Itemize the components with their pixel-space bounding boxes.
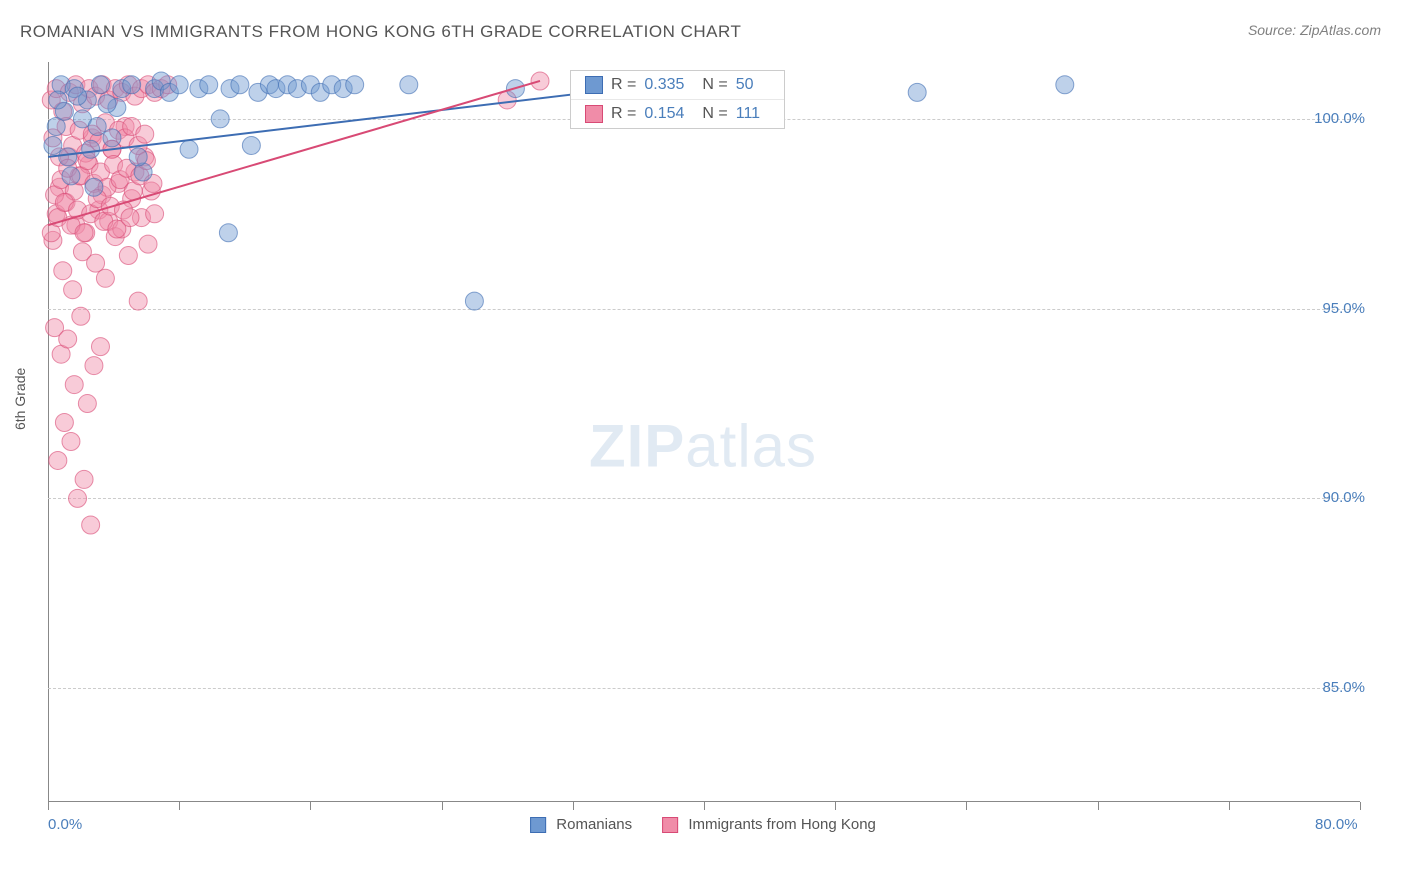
scatter-point — [211, 110, 229, 128]
scatter-point — [85, 178, 103, 196]
scatter-point — [531, 72, 549, 90]
legend-item-romanians: Romanians — [530, 816, 632, 833]
x-tick — [1360, 802, 1361, 810]
legend-label-romanians: Romanians — [556, 816, 632, 833]
scatter-point — [88, 118, 106, 136]
stat-n-value-2: 111 — [736, 105, 760, 123]
stats-box: R = 0.335 N = 50 R = 0.154 N = 111 — [570, 70, 785, 129]
scatter-point — [55, 414, 73, 432]
scatter-point — [908, 83, 926, 101]
stat-r-value-1: 0.335 — [644, 76, 684, 94]
scatter-point — [465, 292, 483, 310]
x-tick — [442, 802, 443, 810]
scatter-point — [103, 129, 121, 147]
x-tick-label: 80.0% — [1315, 816, 1358, 833]
legend-item-hongkong: Immigrants from Hong Kong — [662, 816, 876, 833]
legend-swatch-romanians — [530, 817, 546, 833]
x-tick — [966, 802, 967, 810]
scatter-point — [121, 209, 139, 227]
scatter-point — [62, 432, 80, 450]
scatter-point — [136, 125, 154, 143]
x-tick — [48, 802, 49, 810]
scatter-point — [62, 167, 80, 185]
scatter-point — [123, 76, 141, 94]
x-tick — [835, 802, 836, 810]
scatter-point — [170, 76, 188, 94]
stat-r-label-2: R = — [611, 105, 636, 123]
legend-label-hongkong: Immigrants from Hong Kong — [688, 816, 876, 833]
scatter-point — [91, 338, 109, 356]
scatter-point — [400, 76, 418, 94]
scatter-point — [87, 254, 105, 272]
scatter-point — [59, 330, 77, 348]
scatter-point — [180, 140, 198, 158]
scatter-point — [59, 148, 77, 166]
x-tick-label: 0.0% — [48, 816, 82, 833]
stat-n-value-1: 50 — [736, 76, 754, 94]
scatter-point — [119, 247, 137, 265]
scatter-point — [219, 224, 237, 242]
scatter-point — [129, 148, 147, 166]
y-axis-label: 6th Grade — [12, 368, 28, 430]
x-tick — [310, 802, 311, 810]
scatter-point — [72, 307, 90, 325]
scatter-point — [75, 470, 93, 488]
scatter-point — [75, 224, 93, 242]
scatter-point — [82, 140, 100, 158]
scatter-point — [139, 235, 157, 253]
x-tick — [179, 802, 180, 810]
scatter-point — [146, 205, 164, 223]
stats-row-2: R = 0.154 N = 111 — [571, 99, 784, 128]
stat-n-label-2: N = — [702, 105, 727, 123]
scatter-point — [85, 357, 103, 375]
stats-swatch-romanians — [585, 76, 603, 94]
source-label: Source: ZipAtlas.com — [1248, 22, 1381, 38]
scatter-point — [54, 262, 72, 280]
x-tick — [1098, 802, 1099, 810]
legend-swatch-hongkong — [662, 817, 678, 833]
scatter-point — [98, 95, 116, 113]
legend: Romanians Immigrants from Hong Kong — [530, 816, 876, 833]
scatter-point — [49, 91, 67, 109]
scatter-point — [231, 76, 249, 94]
scatter-point — [242, 136, 260, 154]
stats-row-1: R = 0.335 N = 50 — [571, 71, 784, 99]
scatter-point — [96, 269, 114, 287]
scatter-point — [91, 76, 109, 94]
stats-swatch-hongkong — [585, 105, 603, 123]
scatter-point — [129, 292, 147, 310]
scatter-point — [69, 87, 87, 105]
scatter-point — [64, 281, 82, 299]
x-tick — [573, 802, 574, 810]
scatter-svg — [48, 62, 1360, 802]
scatter-point — [69, 489, 87, 507]
scatter-point — [82, 516, 100, 534]
stat-n-label: N = — [702, 76, 727, 94]
x-tick — [704, 802, 705, 810]
scatter-point — [49, 451, 67, 469]
x-tick — [1229, 802, 1230, 810]
scatter-point — [65, 376, 83, 394]
chart-title: ROMANIAN VS IMMIGRANTS FROM HONG KONG 6T… — [20, 22, 741, 42]
stat-r-value-2: 0.154 — [644, 105, 684, 123]
stat-r-label: R = — [611, 76, 636, 94]
scatter-point — [78, 395, 96, 413]
scatter-point — [346, 76, 364, 94]
scatter-point — [1056, 76, 1074, 94]
scatter-point — [44, 136, 62, 154]
scatter-point — [200, 76, 218, 94]
